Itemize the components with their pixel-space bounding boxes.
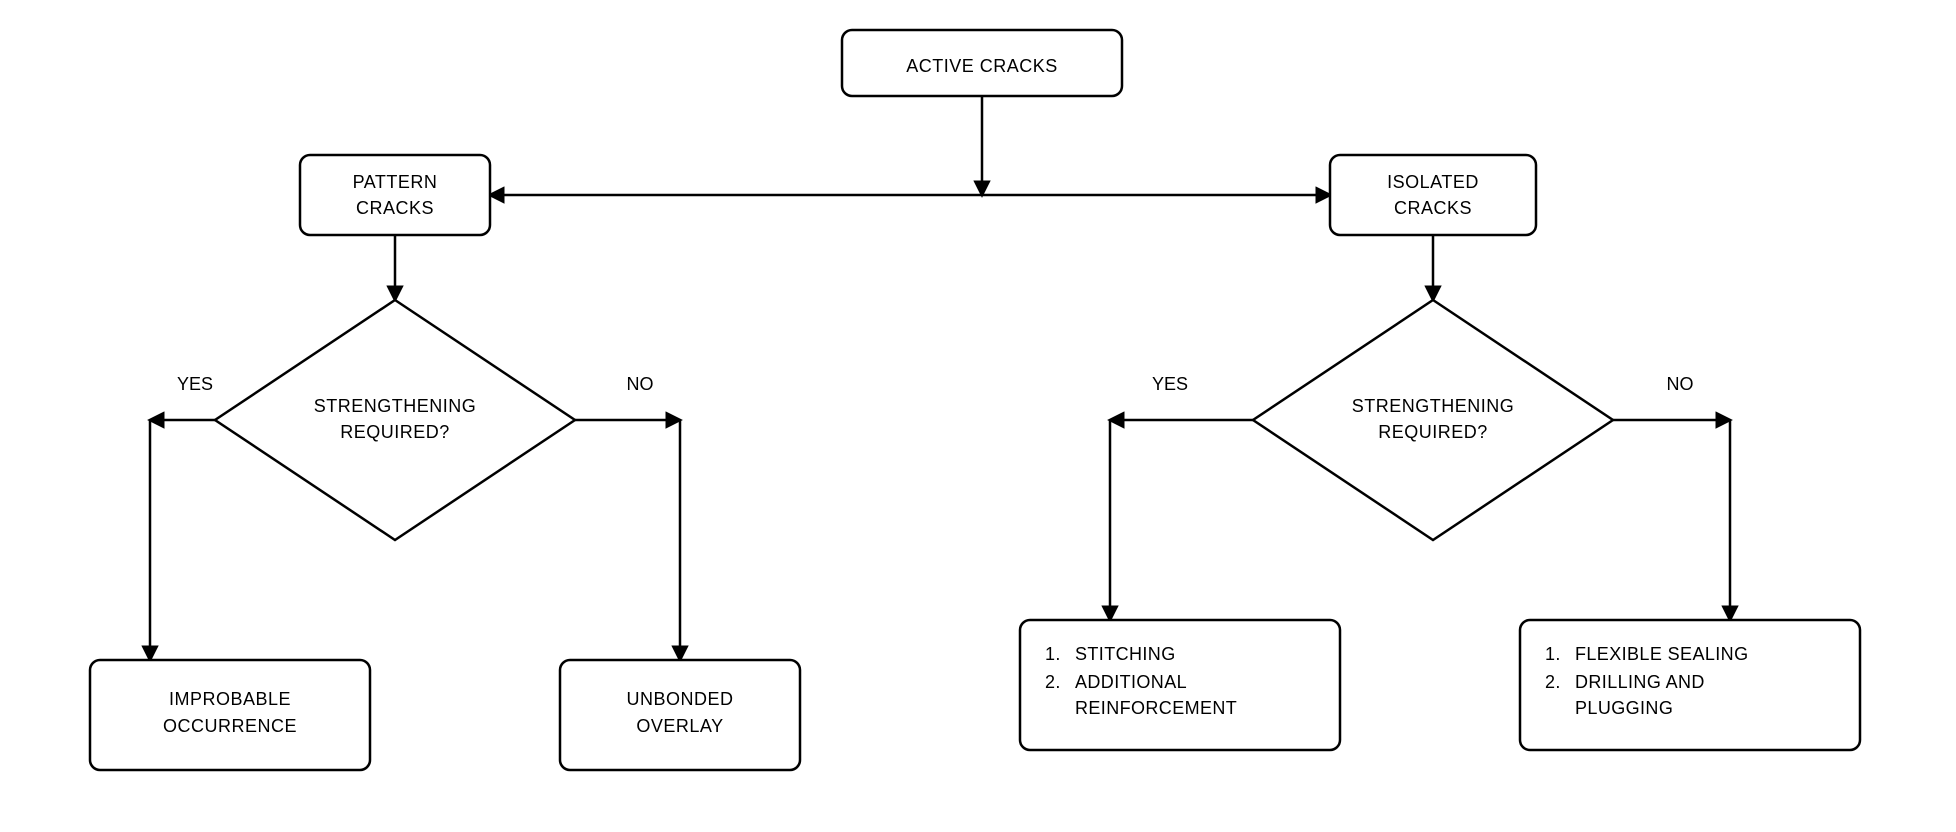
label-r-yes: YES	[1152, 374, 1188, 394]
svg-text:CRACKS: CRACKS	[1394, 198, 1472, 218]
svg-text:2.: 2.	[1545, 672, 1561, 692]
svg-text:OVERLAY: OVERLAY	[636, 716, 723, 736]
svg-text:CRACKS: CRACKS	[356, 198, 434, 218]
label-r-no: NO	[1667, 374, 1694, 394]
svg-text:DRILLING AND: DRILLING AND	[1575, 672, 1705, 692]
node-decision-right: STRENGTHENING REQUIRED?	[1253, 300, 1613, 540]
node-pattern-cracks: PATTERN CRACKS	[300, 155, 490, 235]
svg-text:REINFORCEMENT: REINFORCEMENT	[1075, 698, 1237, 718]
svg-text:PATTERN: PATTERN	[353, 172, 438, 192]
svg-text:ADDITIONAL: ADDITIONAL	[1075, 672, 1187, 692]
label-l-no: NO	[627, 374, 654, 394]
svg-text:STRENGTHENING: STRENGTHENING	[314, 396, 477, 416]
node-improbable: IMPROBABLE OCCURRENCE	[90, 660, 370, 770]
svg-text:IMPROBABLE: IMPROBABLE	[169, 689, 291, 709]
svg-text:FLEXIBLE SEALING: FLEXIBLE SEALING	[1575, 644, 1748, 664]
node-isolated-cracks: ISOLATED CRACKS	[1330, 155, 1536, 235]
node-decision-left: STRENGTHENING REQUIRED?	[215, 300, 575, 540]
svg-text:1.: 1.	[1545, 644, 1561, 664]
node-unbonded: UNBONDED OVERLAY	[560, 660, 800, 770]
node-active-cracks: ACTIVE CRACKS	[842, 30, 1122, 96]
label-l-yes: YES	[177, 374, 213, 394]
svg-text:OCCURRENCE: OCCURRENCE	[163, 716, 297, 736]
svg-text:ISOLATED: ISOLATED	[1387, 172, 1479, 192]
node-stitching: 1. STITCHING 2. ADDITIONAL REINFORCEMENT	[1020, 620, 1340, 750]
svg-text:STRENGTHENING: STRENGTHENING	[1352, 396, 1515, 416]
svg-text:UNBONDED: UNBONDED	[626, 689, 733, 709]
svg-text:ACTIVE CRACKS: ACTIVE CRACKS	[906, 56, 1058, 76]
flowchart: ACTIVE CRACKS PATTERN CRACKS ISOLATED CR…	[0, 0, 1956, 832]
node-flexible: 1. FLEXIBLE SEALING 2. DRILLING AND PLUG…	[1520, 620, 1860, 750]
svg-text:REQUIRED?: REQUIRED?	[340, 422, 450, 442]
svg-text:2.: 2.	[1045, 672, 1061, 692]
svg-text:REQUIRED?: REQUIRED?	[1378, 422, 1488, 442]
svg-text:1.: 1.	[1045, 644, 1061, 664]
svg-text:STITCHING: STITCHING	[1075, 644, 1176, 664]
svg-text:PLUGGING: PLUGGING	[1575, 698, 1673, 718]
